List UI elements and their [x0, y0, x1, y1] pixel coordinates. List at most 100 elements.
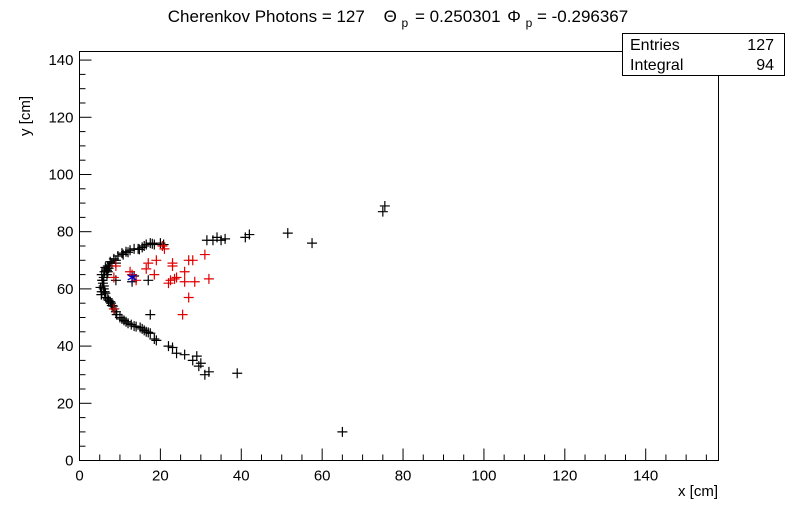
x-axis-ticks: [79, 448, 707, 461]
data-point: [187, 255, 198, 266]
title-theta-sub: p: [402, 16, 409, 30]
data-point: [163, 278, 174, 289]
data-point-star: [127, 272, 137, 283]
y-tick-label: 20: [57, 395, 74, 412]
x-tick-label: 140: [633, 468, 658, 485]
title-prefix: Cherenkov Photons = 127: [168, 7, 365, 26]
data-point: [141, 263, 152, 274]
x-tick-label: 60: [314, 468, 331, 485]
data-point: [151, 335, 162, 346]
x-tick-label: 120: [552, 468, 577, 485]
y-axis-ticks: [79, 59, 92, 461]
chart-title: Cherenkov Photons = 127 Θ p = 0.250301 Φ…: [168, 7, 628, 31]
data-point: [147, 238, 158, 249]
data-point: [125, 245, 136, 256]
data-point: [177, 309, 188, 320]
data-point: [159, 243, 170, 254]
data-point: [131, 321, 142, 332]
data-point: [282, 228, 293, 239]
y-tick-label: 100: [48, 166, 73, 183]
data-point: [179, 349, 190, 360]
data-point: [118, 249, 129, 260]
stats-integral-label: Integral: [630, 57, 683, 74]
x-tick-label: 20: [152, 468, 169, 485]
data-point: [123, 247, 134, 258]
data-point: [121, 316, 132, 327]
data-point: [179, 266, 190, 277]
y-tick-label: 40: [57, 338, 74, 355]
stats-entries-label: Entries: [630, 37, 680, 54]
data-point: [149, 269, 160, 280]
data-point: [337, 426, 348, 437]
data-point: [169, 273, 180, 284]
data-point: [139, 325, 150, 336]
data-point: [157, 240, 168, 251]
data-point: [183, 292, 194, 303]
data-point: [216, 235, 227, 246]
data-point: [232, 368, 243, 379]
data-point: [167, 261, 178, 272]
data-point: [108, 303, 119, 314]
title-phi-symbol: Φ: [507, 7, 521, 26]
data-point: [171, 348, 182, 359]
x-tick-label: 0: [75, 468, 83, 485]
data-point: [307, 238, 318, 249]
data-point: [171, 272, 182, 283]
data-point: [149, 239, 160, 250]
stats-box-frame: [622, 33, 785, 76]
data-point: [143, 275, 154, 286]
data-point: [379, 200, 390, 211]
x-axis-tick-labels: 0 20 40 60 80 100 120 140: [75, 468, 658, 485]
y-axis-tick-labels: 0 20 40 60 80 100 120 140: [48, 52, 73, 469]
data-point: [103, 263, 114, 274]
data-point: [139, 240, 150, 251]
data-point: [220, 233, 231, 244]
data-point: [244, 229, 255, 240]
data-point: [145, 309, 156, 320]
title-phi-sub: p: [526, 16, 533, 30]
y-tick-label: 140: [48, 52, 73, 69]
data-point: [116, 248, 127, 259]
data-point: [108, 272, 119, 283]
data-point: [100, 288, 111, 299]
data-point: [377, 206, 388, 217]
data-point: [143, 258, 154, 269]
data-point: [191, 351, 202, 362]
data-point: [126, 319, 137, 330]
data-point: [203, 366, 214, 377]
data-point: [195, 358, 206, 369]
stats-integral-value: 94: [756, 57, 774, 74]
data-point: [111, 309, 122, 320]
stats-entries-value: 127: [747, 37, 774, 54]
data-point: [163, 341, 174, 352]
data-point: [149, 333, 160, 344]
x-axis-label: x [cm]: [678, 483, 718, 500]
data-point: [199, 249, 210, 260]
y-tick-label: 80: [57, 224, 74, 241]
data-point: [102, 265, 113, 276]
data-point: [110, 261, 121, 272]
data-point: [98, 281, 109, 292]
plot-frame: [79, 51, 719, 461]
y-tick-label: 0: [65, 453, 73, 470]
data-point: [151, 255, 162, 266]
data-point: [143, 327, 154, 338]
title-theta-symbol: Θ: [384, 7, 397, 26]
data-markers: [95, 200, 390, 437]
data-point: [110, 275, 121, 286]
data-point: [179, 276, 190, 287]
data-point: [158, 239, 169, 250]
data-point: [187, 355, 198, 366]
stats-box: Entries 127 Integral 94: [622, 33, 785, 76]
y-tick-label: 60: [57, 281, 74, 298]
data-point: [97, 275, 108, 286]
data-point: [193, 361, 204, 372]
title-phi-value: = -0.296367: [537, 7, 628, 26]
x-tick-label: 80: [395, 468, 412, 485]
x-tick-label: 40: [233, 468, 250, 485]
x-tick-label: 100: [471, 468, 496, 485]
title-theta-value: = 0.250301: [415, 7, 501, 26]
y-axis-label: y [cm]: [17, 96, 34, 136]
data-point: [189, 276, 200, 287]
